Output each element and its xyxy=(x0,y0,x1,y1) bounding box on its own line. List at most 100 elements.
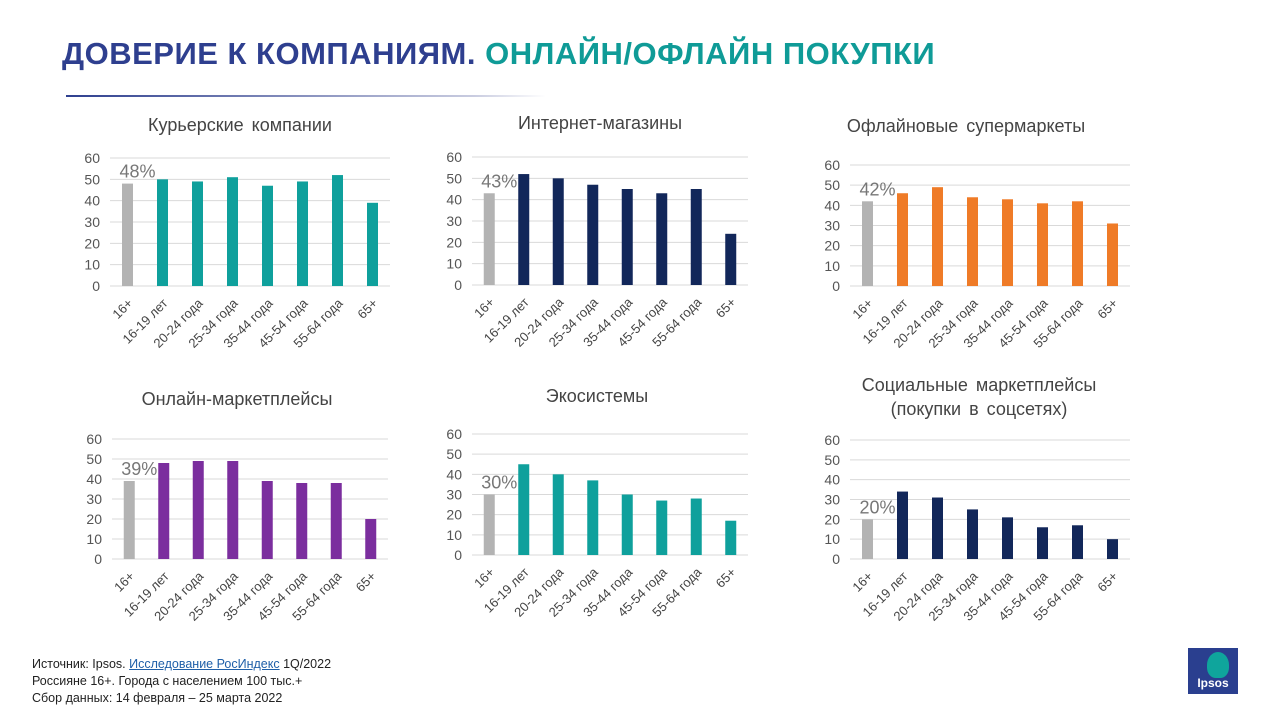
bar xyxy=(1107,539,1118,559)
data-label: 43% xyxy=(481,171,517,191)
y-tick-label: 0 xyxy=(94,551,102,567)
bar xyxy=(621,189,633,285)
footnote: Источник: Ipsos. Исследование РосИндекс … xyxy=(32,656,331,707)
page-title-sub: ОНЛАЙН/ОФЛАЙН ПОКУПКИ xyxy=(485,36,936,71)
y-tick-label: 40 xyxy=(84,193,100,209)
y-tick-label: 10 xyxy=(824,531,840,547)
x-tick-label: 16+ xyxy=(109,296,135,322)
y-tick-label: 10 xyxy=(824,258,840,274)
ipsos-logo-icon xyxy=(1207,652,1229,678)
data-label: 30% xyxy=(481,473,517,493)
y-tick-label: 0 xyxy=(454,547,462,563)
bar xyxy=(1107,223,1118,286)
ipsos-logo-text: Ipsos xyxy=(1197,676,1229,690)
y-tick-label: 10 xyxy=(446,527,462,543)
y-tick-label: 50 xyxy=(446,446,462,462)
bar xyxy=(932,187,943,286)
page-title: ДОВЕРИЕ К КОМПАНИЯМ. ОНЛАЙН/ОФЛАЙН ПОКУП… xyxy=(62,36,935,72)
y-tick-label: 30 xyxy=(86,491,102,507)
chart-title: Онлайн-маркетплейсы xyxy=(142,389,333,409)
title-divider xyxy=(66,95,546,97)
y-tick-label: 40 xyxy=(446,192,462,208)
y-tick-label: 60 xyxy=(84,150,100,166)
x-tick-label: 16+ xyxy=(471,565,497,591)
data-label: 20% xyxy=(860,497,896,517)
bar xyxy=(725,520,737,555)
bar xyxy=(587,184,599,285)
x-tick-label: 65+ xyxy=(353,569,379,595)
bar xyxy=(1002,517,1013,559)
y-tick-label: 60 xyxy=(824,157,840,173)
footnote-sample: Россияне 16+. Города с населением 100 ты… xyxy=(32,674,303,688)
y-tick-label: 40 xyxy=(86,471,102,487)
rosindex-link[interactable]: Исследование РосИндекс xyxy=(129,657,280,671)
y-tick-label: 40 xyxy=(446,466,462,482)
y-tick-label: 0 xyxy=(92,278,100,294)
chart-title: Офлайновые супермаркеты xyxy=(847,116,1085,136)
x-tick-label: 65+ xyxy=(1094,569,1120,595)
bar xyxy=(192,181,203,286)
data-label: 48% xyxy=(120,162,156,182)
chart-title: Экосистемы xyxy=(546,386,648,406)
y-tick-label: 50 xyxy=(824,452,840,468)
y-tick-label: 50 xyxy=(84,171,100,187)
x-tick-label: 65+ xyxy=(354,296,380,322)
ipsos-logo: Ipsos xyxy=(1188,648,1238,694)
bar xyxy=(967,197,978,286)
bar xyxy=(690,498,702,555)
bar xyxy=(1002,199,1013,286)
bar xyxy=(122,183,133,286)
y-tick-label: 30 xyxy=(446,487,462,503)
bar xyxy=(192,461,204,559)
bar xyxy=(367,202,378,286)
y-tick-label: 20 xyxy=(84,235,100,251)
footnote-dates: Сбор данных: 14 февраля – 25 марта 2022 xyxy=(32,691,283,705)
y-tick-label: 60 xyxy=(824,432,840,448)
page-title-main: ДОВЕРИЕ К КОМПАНИЯМ. xyxy=(62,36,476,71)
bar xyxy=(656,193,668,285)
bar xyxy=(158,463,170,559)
bar xyxy=(483,494,495,555)
bar xyxy=(330,483,342,559)
bar xyxy=(552,474,564,555)
bar xyxy=(621,494,633,555)
bar xyxy=(483,193,495,285)
bar xyxy=(296,483,308,559)
y-tick-label: 30 xyxy=(824,218,840,234)
chart-title: Интернет-магазины xyxy=(518,113,682,133)
bar xyxy=(332,175,343,286)
y-tick-label: 0 xyxy=(832,551,840,567)
y-tick-label: 0 xyxy=(832,278,840,294)
bar xyxy=(157,179,168,286)
bar xyxy=(365,519,377,559)
bar xyxy=(1037,527,1048,559)
bar xyxy=(227,461,239,559)
x-tick-label: 16+ xyxy=(849,569,875,595)
chart-title: Социальные маркетплейсы xyxy=(862,375,1097,395)
footnote-source: Источник: Ipsos. Исследование РосИндекс … xyxy=(32,656,331,673)
chart-title-line2: (покупки в соцсетях) xyxy=(891,399,1068,419)
footnote-source-suffix: 1Q/2022 xyxy=(279,657,332,671)
x-tick-label: 65+ xyxy=(713,565,739,591)
y-tick-label: 30 xyxy=(824,492,840,508)
bar xyxy=(725,233,737,285)
x-tick-label: 65+ xyxy=(713,295,739,321)
y-tick-label: 60 xyxy=(446,426,462,442)
bar xyxy=(261,481,273,559)
y-tick-label: 10 xyxy=(446,256,462,272)
y-tick-label: 20 xyxy=(86,511,102,527)
y-tick-label: 20 xyxy=(824,238,840,254)
chart-title: Курьерские компании xyxy=(148,115,332,135)
bar xyxy=(297,181,308,286)
y-tick-label: 60 xyxy=(446,149,462,165)
footnote-source-prefix: Источник: Ipsos. xyxy=(32,657,130,671)
y-tick-label: 40 xyxy=(824,472,840,488)
x-tick-label: 16+ xyxy=(849,296,875,322)
y-tick-label: 0 xyxy=(454,277,462,293)
bar xyxy=(1072,201,1083,286)
bar xyxy=(656,500,668,555)
bar xyxy=(897,193,908,286)
y-tick-label: 30 xyxy=(446,213,462,229)
bar xyxy=(967,509,978,559)
y-tick-label: 10 xyxy=(84,257,100,273)
